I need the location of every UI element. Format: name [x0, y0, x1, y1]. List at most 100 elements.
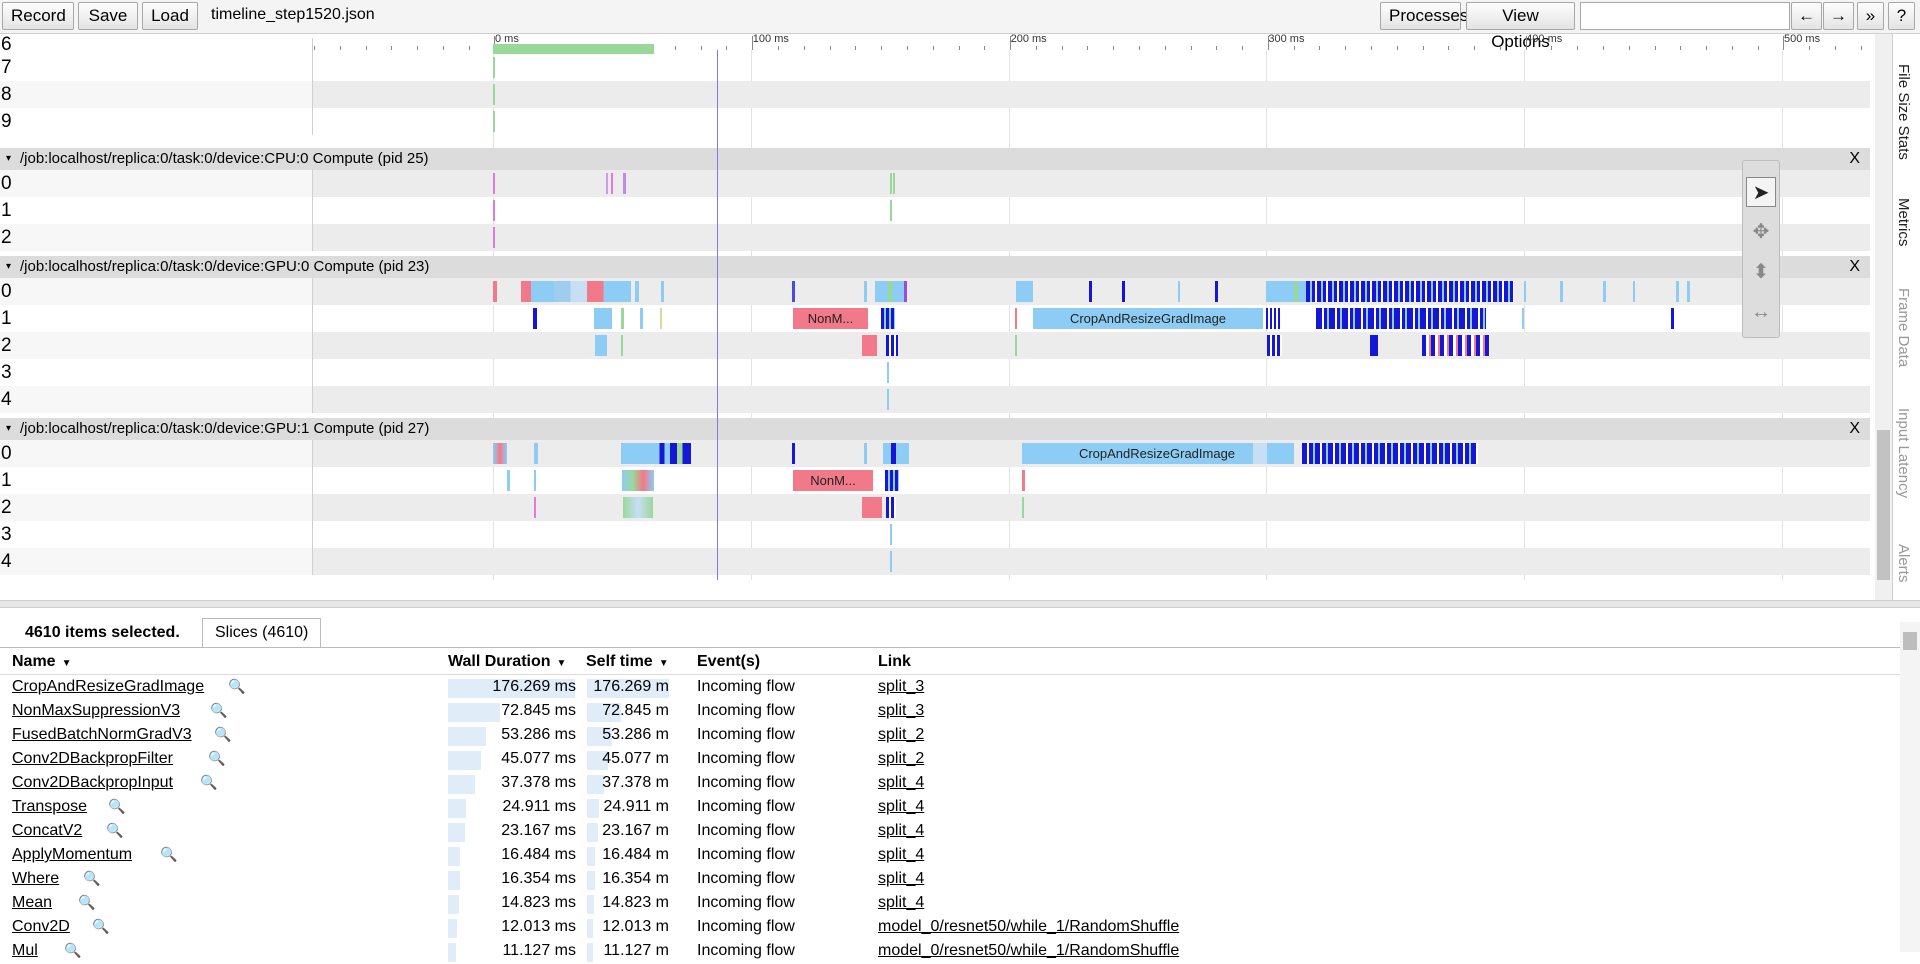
table-row[interactable]: Mul 🔍 11.127 ms 11.127 m Incoming flow model_… — [0, 940, 1900, 964]
timeline-scrollbar[interactable] — [1875, 34, 1892, 600]
thread-row[interactable]: 2 — [0, 224, 1870, 251]
tab-metrics[interactable]: Metrics — [1895, 198, 1912, 247]
slice-name-link[interactable]: FusedBatchNormGradV3 — [12, 726, 192, 743]
slice[interactable] — [493, 443, 507, 464]
thread-row[interactable]: 4 — [0, 548, 1870, 575]
slice[interactable] — [1015, 308, 1017, 329]
tab-slices[interactable]: Slices (4610) — [202, 618, 322, 648]
col-wall-duration-header[interactable]: Wall Duration ▼ — [448, 653, 566, 671]
magnifier-icon[interactable]: 🔍 — [106, 822, 124, 838]
collapse-arrow-icon[interactable]: ▾ — [6, 153, 12, 164]
slice[interactable] — [493, 200, 495, 221]
thread-row[interactable]: 1 NonM... CropAndResizeGradImage — [0, 305, 1870, 332]
slice[interactable] — [493, 57, 495, 78]
thread-row[interactable]: 4 — [0, 386, 1870, 413]
thread-row[interactable]: 6 — [0, 35, 1870, 54]
processes-button[interactable]: Processes — [1380, 2, 1468, 30]
magnifier-icon[interactable]: 🔍 — [78, 894, 96, 910]
slice[interactable] — [1422, 335, 1490, 356]
slice[interactable] — [623, 497, 653, 518]
magnifier-icon[interactable]: 🔍 — [200, 774, 218, 790]
slice[interactable] — [875, 281, 907, 302]
slice-name-link[interactable]: NonMaxSuppressionV3 — [12, 702, 181, 719]
table-row[interactable]: NonMaxSuppressionV3 🔍 72.845 ms 72.845 m Inc… — [0, 700, 1900, 724]
timing-tool-icon[interactable]: ↔ — [1751, 301, 1771, 323]
slice[interactable] — [621, 335, 623, 356]
slice-name-link[interactable]: Conv2D — [12, 918, 70, 935]
slice[interactable] — [1676, 281, 1679, 302]
slice[interactable] — [1306, 281, 1514, 302]
thread-row[interactable]: 7 — [0, 54, 1870, 81]
thread-row[interactable]: 3 — [0, 359, 1870, 386]
slice[interactable] — [493, 44, 654, 54]
magnifier-icon[interactable]: 🔍 — [214, 726, 232, 742]
save-button[interactable]: Save — [78, 2, 138, 30]
process-header-cpu0[interactable]: ▾ /job:localhost/replica:0/task:0/device… — [0, 148, 1870, 170]
thread-row[interactable]: 0 CropAndResizeGradImage — [0, 440, 1870, 467]
slice[interactable] — [621, 308, 624, 329]
thread-row[interactable]: 1 — [0, 197, 1870, 224]
thread-row[interactable]: 2 — [0, 332, 1870, 359]
thread-row[interactable]: 3 — [0, 521, 1870, 548]
slice[interactable] — [493, 227, 495, 248]
collapse-arrow-icon[interactable]: ▾ — [6, 261, 12, 272]
thread-row[interactable]: 2 — [0, 494, 1870, 521]
flow-link[interactable]: split_4 — [878, 894, 925, 911]
slice[interactable] — [1022, 470, 1025, 491]
flow-link[interactable]: split_4 — [878, 798, 925, 815]
slice-crop-gpu1[interactable] — [1022, 443, 1294, 464]
col-events-header[interactable]: Event(s) — [697, 653, 760, 671]
slice[interactable] — [635, 281, 639, 302]
slice-name-link[interactable]: Transpose — [12, 798, 87, 815]
slice[interactable] — [890, 200, 892, 221]
table-row[interactable]: Transpose 🔍 24.911 ms 24.911 m Incoming flow… — [0, 796, 1900, 820]
nav-next-button[interactable]: → — [1823, 2, 1854, 30]
slice-name-link[interactable]: Mean — [12, 894, 53, 911]
nav-more-button[interactable]: » — [1857, 2, 1884, 30]
slice[interactable] — [534, 470, 536, 491]
collapse-arrow-icon[interactable]: ▾ — [6, 423, 12, 434]
slice[interactable] — [623, 173, 626, 194]
slice[interactable] — [792, 281, 795, 302]
slice[interactable] — [1266, 308, 1280, 329]
tab-input-latency[interactable]: Input Latency — [1895, 408, 1912, 499]
slice-name-link[interactable]: Conv2DBackpropInput — [12, 774, 173, 791]
slice[interactable] — [1215, 281, 1218, 302]
tab-alerts[interactable]: Alerts — [1895, 544, 1912, 583]
slice[interactable] — [493, 173, 495, 194]
slice[interactable] — [493, 111, 495, 132]
table-scrollbar[interactable] — [1900, 622, 1920, 952]
slice[interactable] — [660, 308, 662, 329]
table-row[interactable]: Conv2DBackpropFilter 🔍 45.077 ms 45.077 m In… — [0, 748, 1900, 772]
tab-file-size-stats[interactable]: File Size Stats — [1895, 64, 1912, 160]
slice[interactable] — [493, 281, 497, 302]
slice[interactable] — [862, 497, 882, 518]
slice[interactable] — [534, 443, 538, 464]
slice[interactable] — [1089, 281, 1092, 302]
flow-link[interactable]: model_0/resnet50/while_1/RandomShuffle — [878, 918, 1180, 935]
slice[interactable] — [881, 308, 895, 329]
slice[interactable] — [883, 443, 909, 464]
slice[interactable] — [1522, 308, 1524, 329]
slice[interactable] — [1316, 308, 1486, 329]
search-input[interactable] — [1580, 2, 1790, 30]
scrollbar-thumb[interactable] — [1877, 430, 1890, 580]
flow-link[interactable]: split_3 — [878, 678, 925, 695]
col-link-header[interactable]: Link — [878, 653, 911, 671]
table-row[interactable]: FusedBatchNormGradV3 🔍 53.286 ms 53.286 m In… — [0, 724, 1900, 748]
table-row[interactable]: ApplyMomentum 🔍 16.484 ms 16.484 m Incoming … — [0, 844, 1900, 868]
magnifier-icon[interactable]: 🔍 — [210, 702, 228, 718]
slice[interactable] — [1122, 281, 1125, 302]
table-row[interactable]: Mean 🔍 14.823 ms 14.823 m Incoming flow split… — [0, 892, 1900, 916]
slice-nms-gpu1[interactable] — [793, 470, 873, 491]
thread-row[interactable]: 8 — [0, 81, 1870, 108]
slice[interactable] — [893, 173, 895, 194]
table-row[interactable]: CropAndResizeGradImage 🔍 176.269 ms 176.269… — [0, 676, 1900, 700]
tab-frame-data[interactable]: Frame Data — [1895, 288, 1912, 368]
col-self-time-header[interactable]: Self time ▼ — [586, 653, 669, 671]
slice[interactable] — [1633, 281, 1635, 302]
slice[interactable] — [864, 443, 867, 464]
flow-link[interactable]: model_0/resnet50/while_1/RandomShuffle — [878, 942, 1180, 959]
slice[interactable] — [890, 551, 892, 572]
slice[interactable] — [1671, 308, 1674, 329]
